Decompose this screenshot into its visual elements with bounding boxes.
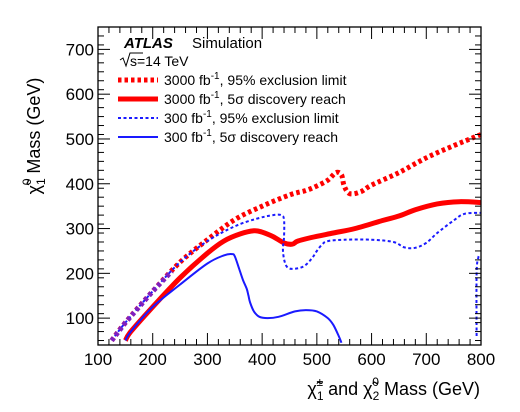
x-tick-label: 800 (467, 350, 495, 369)
legend-label: 3000 fb-1, 95% exclusion limit (164, 71, 347, 88)
y-tick-label: 400 (66, 175, 94, 194)
y-tick-label: 200 (66, 264, 94, 283)
x-tick-label: 700 (412, 350, 440, 369)
x-tick-label: 200 (139, 350, 167, 369)
y-tick-label: 700 (66, 40, 94, 59)
x-tick-label: 600 (357, 350, 385, 369)
series-line-1 (123, 199, 481, 342)
series-line-0 (109, 132, 481, 343)
experiment-label: ATLAS (123, 35, 173, 52)
y-title-text: Mass (GeV) (24, 78, 44, 179)
y-title-sup: 0 (20, 178, 34, 185)
experiment-note: Simulation (192, 35, 262, 52)
svg-text:χ̃10 Mass (GeV): χ̃10 Mass (GeV) (20, 78, 48, 195)
legend-label: 300 fb-1, 95% exclusion limit (164, 109, 339, 126)
series-line-4 (124, 253, 343, 344)
x-tick-label: 100 (84, 350, 112, 369)
curves-group (109, 132, 481, 344)
sqrt-sign (119, 52, 143, 68)
x-tick-label: 400 (248, 350, 276, 369)
y-tick-label: 100 (66, 309, 94, 328)
legend-label: 3000 fb-1, 5σ discovery reach (164, 90, 346, 107)
y-axis-title: χ̃10 Mass (GeV) (20, 78, 48, 195)
y-title-sub: 1 (34, 178, 48, 185)
energy-label: s=14 TeV (119, 52, 189, 69)
x-tick-label: 500 (303, 350, 331, 369)
x-axis-title: χ̃1± and χ̃20 Mass (GeV) (307, 375, 480, 403)
y-tick-label: 300 (66, 220, 94, 239)
series-line-2 (110, 211, 481, 342)
legend-label: 300 fb-1, 5σ discovery reach (164, 128, 338, 145)
y-tick-label: 600 (66, 85, 94, 104)
legend: 3000 fb-1, 95% exclusion limit 3000 fb-1,… (118, 71, 347, 145)
y-tick-label: 500 (66, 130, 94, 149)
overlap-segment (109, 269, 174, 343)
plot-frame (97, 26, 482, 346)
ticks-group: 100 200 300 400 500 600 700 800 100 200 300 400 500 6… (66, 27, 495, 369)
svg-text:s=14 TeV: s=14 TeV (130, 53, 189, 69)
x-tick-label: 300 (193, 350, 221, 369)
series-line-3 (475, 254, 481, 337)
